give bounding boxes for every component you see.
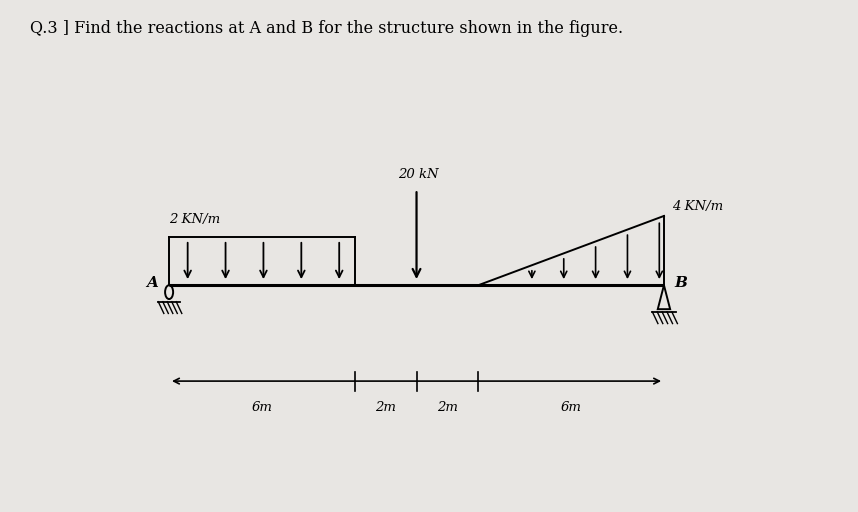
Text: 2m: 2m [437,401,458,414]
Text: 6m: 6m [560,401,582,414]
Text: Q.3 ] Find the reactions at A and B for the structure shown in the figure.: Q.3 ] Find the reactions at A and B for … [30,20,623,37]
Text: A: A [146,275,158,289]
Text: 2 KN/m: 2 KN/m [169,212,221,225]
Text: 20 kN: 20 kN [398,168,438,181]
Text: B: B [674,275,687,289]
Text: 2m: 2m [375,401,396,414]
Text: 4 KN/m: 4 KN/m [672,200,723,214]
Text: 6m: 6m [251,401,272,414]
